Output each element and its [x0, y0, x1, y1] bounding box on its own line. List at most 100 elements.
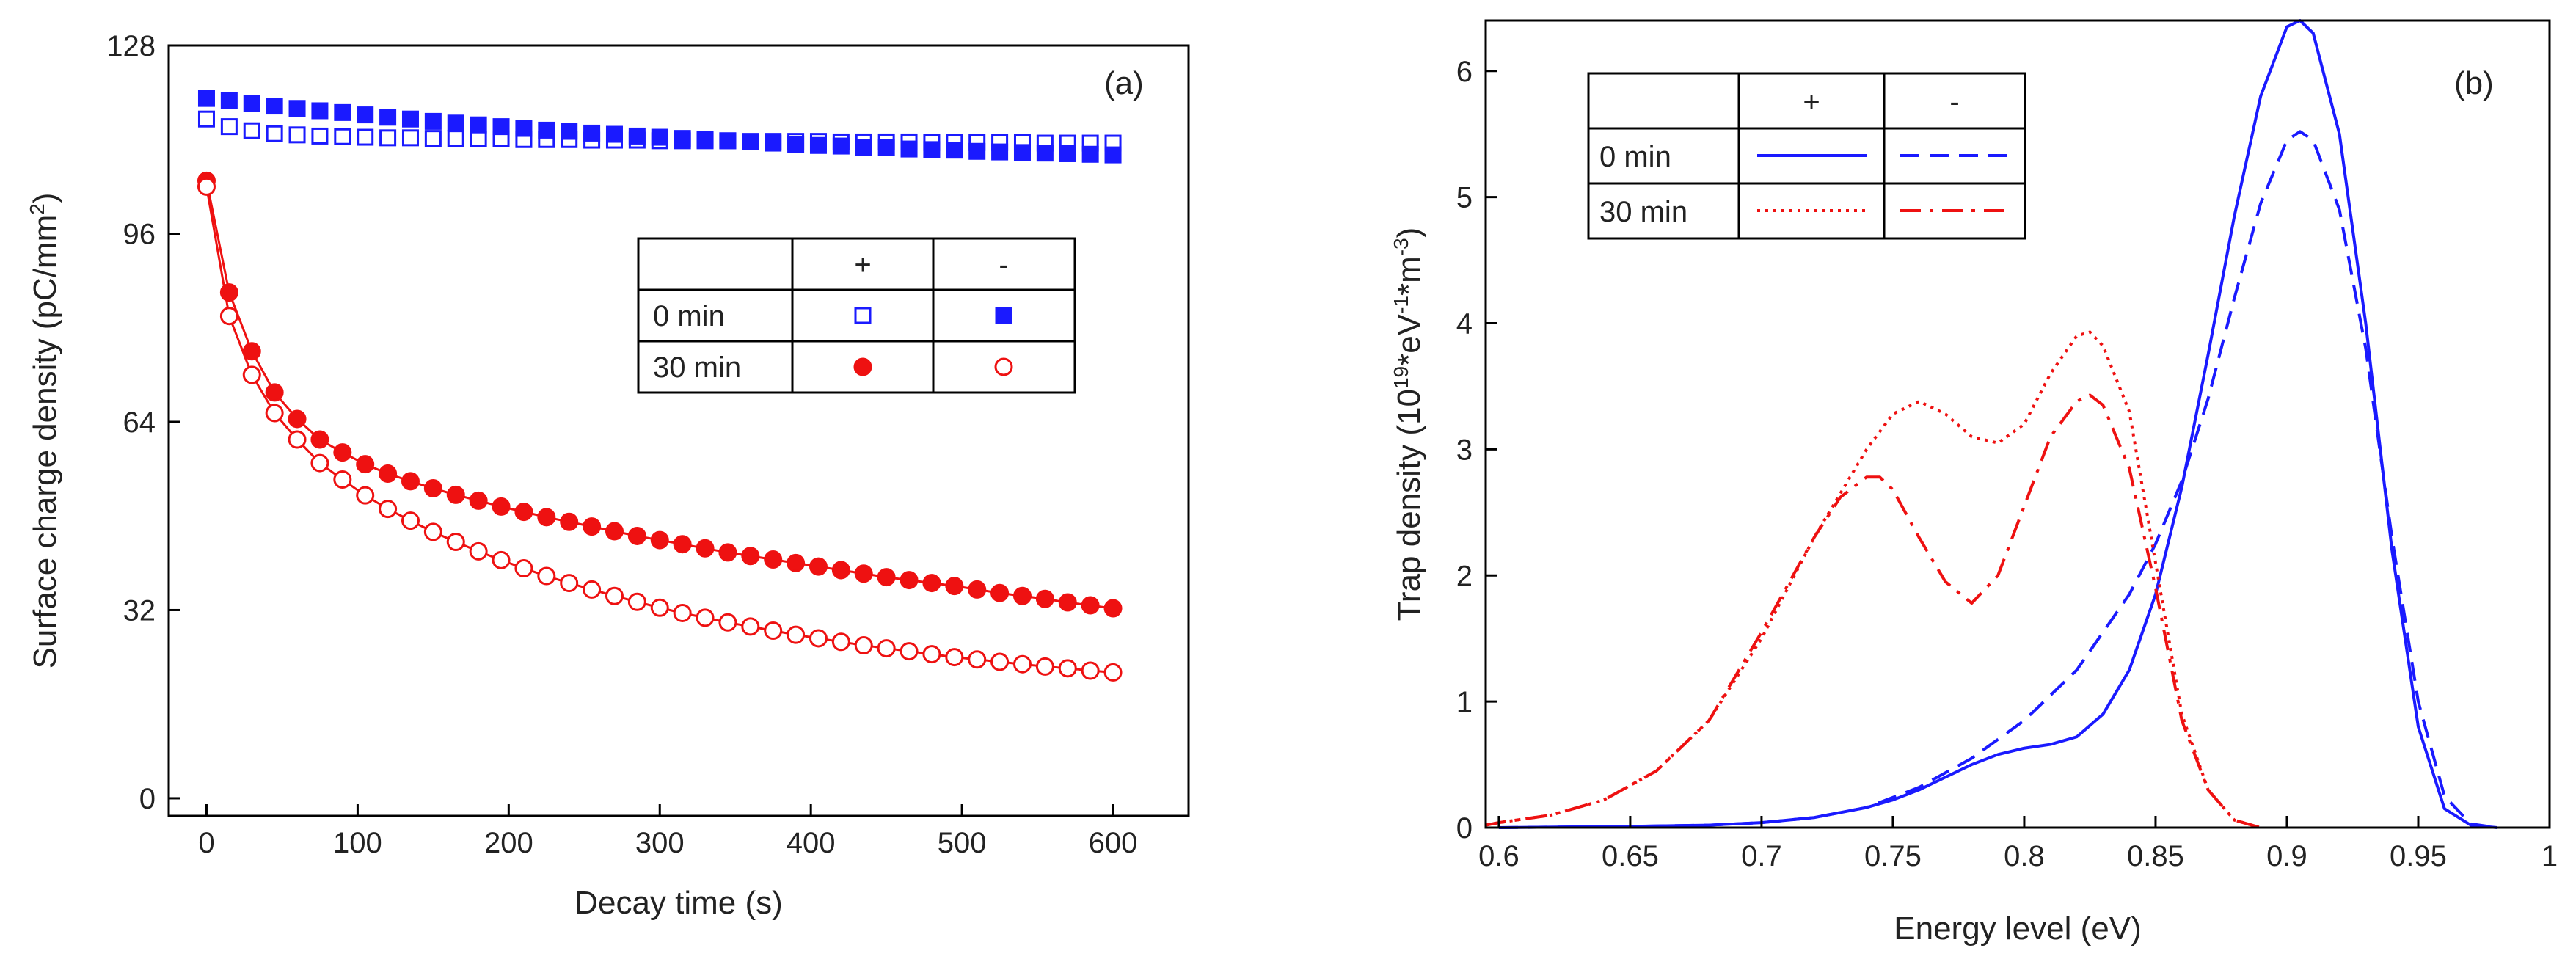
panel-a-point-30-min-minus-30 [877, 639, 896, 658]
panel-a-legend-marker-0-min-minus [995, 307, 1012, 324]
panel-a-point-0-min-plus-10 [424, 130, 442, 147]
panel-b-x-tick-label-0-75: 0.75 [1864, 840, 1922, 872]
panel-b-label: (b) [2454, 65, 2494, 101]
panel-b-x-tick-label-0-85: 0.85 [2127, 840, 2184, 872]
panel-b-y-tick-label-6: 6 [1456, 56, 1473, 88]
panel-a-point-30-min-minus-23 [718, 613, 737, 632]
panel-a-point-30-min-plus-26 [787, 553, 806, 572]
panel-a-legend-marker-30-min-minus [994, 357, 1013, 376]
panel-a-point-0-min-minus-26 [787, 136, 805, 153]
panel-b-x-tick-label-1: 1 [2542, 840, 2558, 872]
panel-a-point-0-min-minus-38 [1059, 145, 1076, 162]
panel-b-y-tick-label-4: 4 [1456, 308, 1473, 340]
panel-a-y-tick-label-96: 96 [123, 218, 156, 250]
panel-a-point-30-min-minus-6 [333, 470, 352, 489]
panel-a-point-0-min-plus-4 [288, 126, 306, 144]
panel-b-legend-row-30min: 30 min [1599, 196, 1687, 228]
panel-a-point-0-min-plus-8 [379, 129, 397, 147]
panel-a-point-0-min-minus-31 [900, 140, 918, 158]
panel-a-y-tick-label-128: 128 [106, 30, 156, 62]
panel-a-legend: + - 0 min 30 min [637, 237, 1076, 394]
panel-a-point-30-min-minus-19 [627, 592, 646, 611]
panel-a-point-30-min-plus-19 [627, 526, 646, 545]
panel-a-point-30-min-minus-10 [423, 522, 442, 541]
panel-b-series-line-30-min-plus [1485, 330, 2261, 829]
panel-a-point-30-min-plus-29 [854, 564, 873, 583]
panel-a-x-tick-label-400: 400 [787, 827, 836, 859]
panel-a-legend-marker-0-min-plus [854, 307, 872, 324]
panel-a-point-30-min-plus-40 [1103, 599, 1123, 618]
panel-a-point-30-min-plus-32 [922, 574, 941, 593]
panel-a-y-axis-title-main: Surface charge density (pC/mm [27, 215, 63, 669]
panel-a-point-30-min-minus-12 [469, 541, 488, 561]
panel-a-point-30-min-plus-10 [423, 479, 442, 498]
panel-b-y-tick-label-3: 3 [1456, 434, 1473, 466]
panel-a-point-30-min-minus-2 [242, 365, 261, 384]
panel-a-point-0-min-plus-3 [266, 125, 283, 142]
panel-a-point-0-min-plus-9 [401, 129, 419, 147]
panel-a-point-0-min-plus-12 [470, 130, 487, 147]
panel-b-y-axis-title-sup-19: 19 [1390, 366, 1412, 389]
panel-a-point-0-min-minus-18 [605, 125, 623, 143]
panel-a-point-30-min-minus-31 [900, 642, 919, 661]
panel-a-point-0-min-minus-11 [447, 114, 464, 132]
panel-a-point-0-min-minus-20 [651, 128, 668, 146]
panel-a-point-0-min-minus-29 [855, 139, 872, 156]
panel-a-point-0-min-plus-11 [447, 130, 464, 147]
panel-a-point-30-min-minus-20 [650, 598, 669, 617]
panel-a-x-tick-label-100: 100 [333, 827, 382, 859]
panel-b-series-line-0-min-minus [1498, 130, 2497, 829]
panel-a-point-30-min-minus-36 [1012, 654, 1032, 674]
panel-a-point-0-min-minus-19 [628, 127, 646, 145]
panel-b-legend-row-0min: 0 min [1599, 141, 1671, 173]
panel-a-point-0-min-minus-17 [583, 124, 601, 142]
panel-a-point-30-min-plus-35 [990, 583, 1010, 602]
panel-b-y-tick-label-0: 0 [1456, 812, 1473, 845]
panel-a-point-30-min-plus-36 [1012, 586, 1032, 605]
panel-a-series-30-min-plus [197, 171, 1123, 618]
panel-a-y-axis-title-tail: ) [27, 193, 63, 204]
panel-a-point-0-min-minus-6 [334, 103, 351, 121]
panel-a-x-tick-label-200: 200 [484, 827, 533, 859]
panel-b-y-axis-title-part-2: *eV [1391, 313, 1427, 366]
panel-a-point-30-min-plus-17 [583, 517, 602, 536]
panel-a-point-30-min-plus-21 [673, 535, 692, 554]
panel-a-point-30-min-minus-5 [310, 453, 329, 473]
panel-a-point-0-min-minus-7 [357, 106, 374, 124]
panel-a-point-30-min-minus-8 [379, 500, 398, 519]
panel-a-point-0-min-plus-0 [197, 110, 215, 128]
panel-a-point-30-min-plus-33 [945, 577, 964, 596]
panel-b-legend: + - 0 min 30 min [1587, 72, 2026, 240]
panel-a-point-30-min-minus-1 [219, 307, 238, 326]
panel-a-point-0-min-minus-36 [1013, 144, 1031, 161]
panel-a-point-30-min-minus-26 [787, 625, 806, 644]
panel-a-series [197, 90, 1123, 682]
panel-a-point-30-min-plus-20 [650, 530, 669, 550]
panel-a-y-axis-title-sup: 2 [26, 203, 48, 215]
panel-a-point-30-min-minus-40 [1103, 663, 1123, 682]
panel-b-y-axis-title-part-4: *m [1391, 256, 1427, 296]
panel-a-series-30-min-minus [197, 177, 1123, 682]
panel-a-point-0-min-minus-16 [561, 123, 578, 140]
panel-b-y-axis-title: Trap density (1019*eV-1*m-3) [1390, 227, 1427, 621]
panel-a-point-0-min-minus-23 [719, 132, 737, 150]
panel-a-point-30-min-minus-32 [922, 645, 941, 664]
panel-a-point-0-min-minus-34 [968, 142, 986, 160]
panel-a-point-0-min-plus-7 [357, 128, 374, 146]
panel-a-label: (a) [1104, 65, 1144, 101]
panel-a-point-30-min-plus-39 [1081, 596, 1100, 615]
panel-a-point-30-min-plus-12 [469, 491, 488, 510]
panel-a-point-30-min-minus-21 [673, 603, 692, 622]
panel-a-point-0-min-minus-0 [197, 90, 215, 107]
panel-a-point-30-min-plus-34 [968, 580, 987, 599]
panel-a-point-0-min-minus-28 [832, 137, 850, 155]
panel-a-point-30-min-plus-25 [764, 550, 783, 569]
panel-a-point-0-min-minus-10 [424, 112, 442, 130]
panel-a-plot-frame [167, 44, 1190, 817]
panel-a-series-0-min-minus [197, 90, 1122, 164]
panel-b-y-axis-title-part-0: Trap density (10 [1391, 389, 1427, 621]
panel-a-y-tick-label-64: 64 [123, 406, 156, 439]
panel-a-legend-marker-30-min-plus [853, 357, 872, 376]
panel-a-point-30-min-plus-24 [741, 547, 760, 566]
panel-a-point-30-min-minus-0 [197, 177, 216, 196]
